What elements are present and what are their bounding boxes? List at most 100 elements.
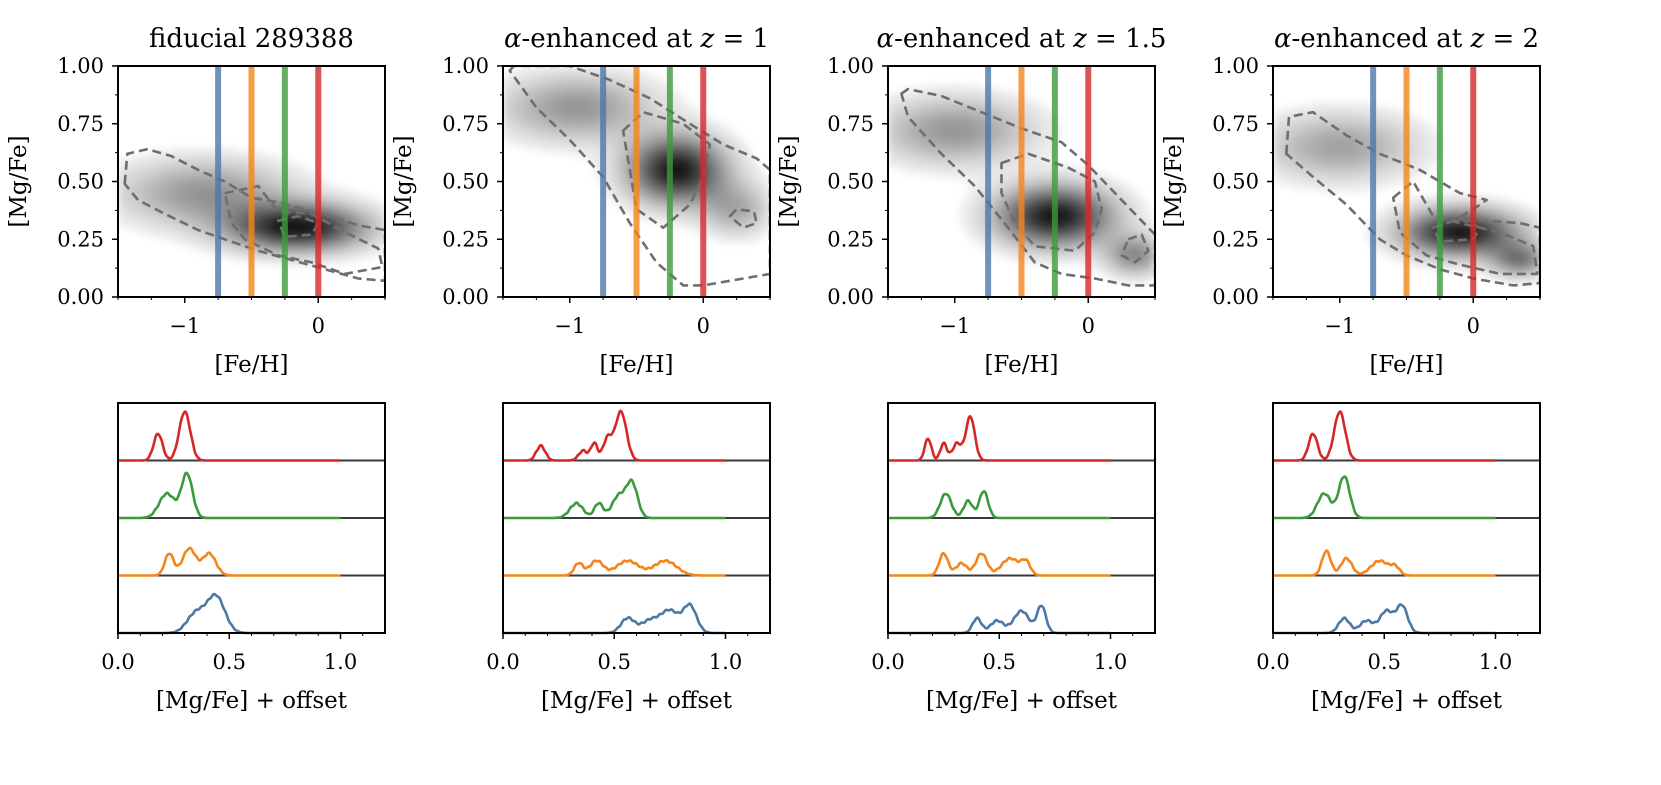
density-cell xyxy=(241,165,245,169)
density-cell xyxy=(271,162,275,166)
density-cell xyxy=(139,180,143,184)
density-cell xyxy=(352,231,356,235)
density-cell xyxy=(142,165,146,169)
density-cell xyxy=(307,228,311,232)
density-cell xyxy=(181,231,185,235)
density-cell xyxy=(512,78,516,82)
density-cell xyxy=(545,129,549,133)
density-cell xyxy=(509,96,513,100)
density-cell xyxy=(229,195,233,199)
density-cell xyxy=(313,237,317,241)
density-cell xyxy=(566,96,570,100)
density-cell xyxy=(575,120,579,124)
density-cell xyxy=(734,144,738,148)
density-cell xyxy=(262,261,266,265)
density-cell xyxy=(515,129,519,133)
density-cell xyxy=(304,237,308,241)
density-cell xyxy=(304,264,308,268)
density-cell xyxy=(707,129,711,133)
density-cell xyxy=(617,99,621,103)
density-cell xyxy=(626,111,630,115)
density-cell xyxy=(725,129,729,133)
density-cell xyxy=(346,189,350,193)
density-cell xyxy=(208,249,212,253)
density-cell xyxy=(130,162,134,166)
density-cell xyxy=(187,165,191,169)
density-cell xyxy=(641,102,645,106)
density-cell xyxy=(205,183,209,187)
density-cell xyxy=(352,225,356,229)
density-cell xyxy=(623,135,627,139)
density-cell xyxy=(241,255,245,259)
density-cell xyxy=(382,234,385,238)
density-cell xyxy=(208,159,212,163)
density-cell xyxy=(151,219,155,223)
density-cell xyxy=(313,231,317,235)
density-cell xyxy=(382,201,385,205)
density-cell xyxy=(193,189,197,193)
density-cell xyxy=(725,135,729,139)
density-cell xyxy=(364,204,368,208)
density-cell xyxy=(355,252,359,256)
density-cell xyxy=(259,234,263,238)
density-cell xyxy=(280,177,284,181)
density-cell xyxy=(265,165,269,169)
density-cell xyxy=(235,198,239,202)
density-cell xyxy=(539,78,543,82)
density-cell xyxy=(178,231,182,235)
density-cell xyxy=(569,105,573,109)
density-cell xyxy=(160,237,164,241)
density-cell xyxy=(121,213,125,217)
density-cell xyxy=(229,165,233,169)
density-cell xyxy=(620,120,624,124)
density-cell xyxy=(151,162,155,166)
density-cell xyxy=(554,141,558,145)
density-cell xyxy=(340,261,344,265)
density-cell xyxy=(340,189,344,193)
density-cell xyxy=(524,108,528,112)
density-cell xyxy=(304,183,308,187)
density-cell xyxy=(554,105,558,109)
density-cell xyxy=(265,234,269,238)
density-cell xyxy=(166,177,170,181)
density-cell xyxy=(265,213,269,217)
density-cell xyxy=(578,114,582,118)
density-cell xyxy=(581,66,585,70)
density-cell xyxy=(253,255,257,259)
density-cell xyxy=(626,150,630,154)
density-cell xyxy=(614,144,618,148)
density-cell xyxy=(262,228,266,232)
density-cell xyxy=(130,225,134,229)
density-cell xyxy=(151,222,155,226)
density-cell xyxy=(590,153,594,157)
density-cell xyxy=(304,207,308,211)
density-cell xyxy=(184,174,188,178)
density-cell xyxy=(361,234,365,238)
density-cell xyxy=(160,153,164,157)
density-cell xyxy=(292,204,296,208)
density-cell xyxy=(337,237,341,241)
density-cell xyxy=(259,165,263,169)
density-cell xyxy=(656,108,660,112)
density-cell xyxy=(533,114,537,118)
density-cell xyxy=(352,213,356,217)
density-cell xyxy=(692,156,696,160)
density-cell xyxy=(337,252,341,256)
density-cell xyxy=(352,255,356,259)
density-cell xyxy=(674,108,678,112)
density-cell xyxy=(548,111,552,115)
density-cell xyxy=(716,159,720,163)
density-cell xyxy=(373,213,377,217)
density-cell xyxy=(626,165,630,169)
density-cell xyxy=(578,111,582,115)
density-cell xyxy=(205,222,209,226)
density-cell xyxy=(328,225,332,229)
density-cell xyxy=(187,156,191,160)
density-cell xyxy=(728,156,732,160)
density-cell xyxy=(542,138,546,142)
density-cell xyxy=(190,210,194,214)
density-cell xyxy=(184,165,188,169)
density-cell xyxy=(181,240,185,244)
density-cell xyxy=(629,108,633,112)
density-cell xyxy=(259,225,263,229)
